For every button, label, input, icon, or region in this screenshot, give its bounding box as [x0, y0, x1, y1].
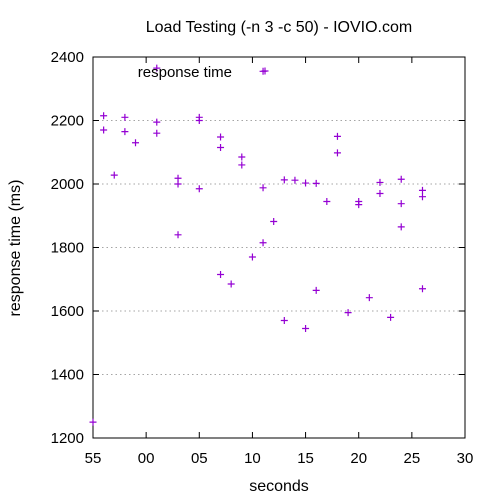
x-tick-label: 10	[244, 450, 261, 467]
legend-marker	[261, 67, 269, 75]
data-point	[376, 178, 384, 186]
grid-lines	[93, 120, 465, 375]
data-point	[397, 223, 405, 231]
data-point	[195, 117, 203, 124]
data-point	[259, 184, 267, 192]
data-point	[365, 294, 373, 302]
data-point	[174, 180, 182, 188]
y-tick-label: 2000	[51, 176, 84, 193]
data-point	[121, 128, 129, 136]
data-point	[333, 149, 341, 157]
x-tick-label: 30	[457, 450, 474, 467]
data-point	[248, 253, 256, 261]
data-point	[121, 113, 129, 121]
legend-label: response time	[138, 64, 232, 81]
data-point	[100, 126, 108, 134]
data-point	[280, 176, 288, 184]
y-tick-label: 1600	[51, 303, 84, 320]
data-point	[355, 201, 363, 209]
data-point	[89, 418, 97, 426]
data-point	[195, 185, 203, 193]
data-point	[100, 112, 108, 120]
data-point	[110, 171, 118, 179]
data-point	[418, 193, 426, 201]
x-tick-label: 00	[138, 450, 155, 467]
tick-labels: 1200 1400 1600 1800 2000 2200 2400 55 00 05 10 15 20…	[51, 49, 474, 467]
data-point	[397, 175, 405, 183]
data-point	[312, 286, 320, 294]
data-point	[217, 270, 225, 278]
data-point	[312, 179, 320, 187]
data-point	[344, 309, 352, 317]
data-point	[238, 153, 246, 161]
data-point	[397, 200, 405, 208]
data-point	[153, 129, 161, 137]
data-point	[323, 197, 331, 205]
x-axis-label: seconds	[249, 478, 309, 495]
data-point	[217, 143, 225, 151]
data-point	[132, 139, 140, 147]
x-tick-label: 15	[297, 450, 314, 467]
data-point	[418, 186, 426, 194]
data-points	[89, 64, 426, 426]
y-tick-label: 2400	[51, 49, 84, 66]
data-point	[153, 64, 161, 72]
legend-marker-plus	[261, 67, 269, 75]
y-tick-label: 1800	[51, 240, 84, 257]
x-tick-label: 55	[85, 450, 102, 467]
data-point	[302, 179, 310, 187]
data-point	[153, 118, 161, 126]
data-point	[259, 239, 267, 247]
data-point	[238, 161, 246, 169]
data-point	[270, 217, 278, 225]
axis-ticks	[92, 56, 466, 439]
legend: response time	[138, 64, 269, 81]
data-point	[387, 313, 395, 321]
data-point	[174, 231, 182, 239]
data-point	[291, 176, 299, 184]
x-tick-label: 20	[350, 450, 367, 467]
y-tick-label: 1400	[51, 367, 84, 384]
x-tick-label: 25	[404, 450, 421, 467]
data-point	[302, 324, 310, 332]
x-tick-label: 05	[191, 450, 208, 467]
y-tick-label: 2200	[51, 113, 84, 130]
data-point	[280, 317, 288, 325]
data-point	[376, 190, 384, 198]
data-point	[227, 280, 235, 288]
data-point	[217, 133, 225, 141]
chart-title: Load Testing (-n 3 -c 50) - IOVIO.com	[146, 19, 412, 36]
data-point	[333, 132, 341, 140]
y-tick-label: 1200	[51, 430, 84, 447]
data-point	[418, 285, 426, 293]
y-axis-label: response time (ms)	[7, 180, 24, 317]
